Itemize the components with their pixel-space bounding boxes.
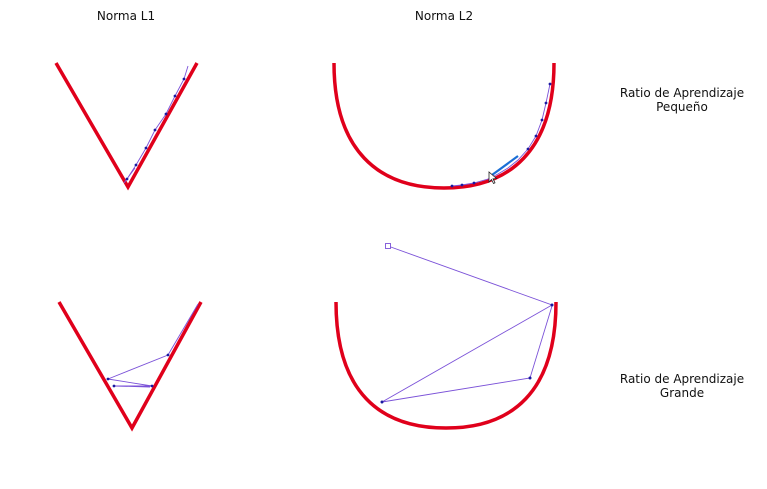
row-label-small-rate: Ratio de Aprendizaje Pequeño: [602, 86, 762, 114]
panel-l1-large: [57, 301, 203, 432]
row-label-large-line2: Grande: [659, 386, 705, 400]
l1-curve: [54, 62, 199, 191]
descent-points: [450, 82, 552, 188]
column-title-l1: Norma L1: [96, 9, 156, 23]
l2-curve: [334, 301, 558, 430]
l2-curve: [332, 62, 556, 190]
panel-l2-small: [332, 62, 556, 190]
descent-points: [380, 303, 554, 404]
l1-curve: [57, 301, 203, 432]
panel-l2-large: [334, 243, 558, 430]
descent-points: [106, 353, 170, 388]
panel-l1-small: [54, 62, 199, 191]
descent-path: [123, 65, 189, 184]
descent-path: [381, 245, 554, 403]
descent-points: [125, 77, 186, 181]
row-label-small-line1: Ratio de Aprendizaje: [619, 86, 745, 100]
row-label-large-rate: Ratio de Aprendizaje Grande: [602, 372, 762, 400]
column-title-l2: Norma L2: [414, 9, 474, 23]
gradient-step-highlight: [491, 155, 519, 176]
row-label-small-line2: Pequeño: [656, 100, 708, 114]
start-point: [385, 243, 391, 249]
descent-path: [106, 303, 199, 388]
row-label-large-line1: Ratio de Aprendizaje: [619, 372, 745, 386]
descent-path: [451, 83, 551, 187]
cursor-icon: [488, 171, 498, 185]
